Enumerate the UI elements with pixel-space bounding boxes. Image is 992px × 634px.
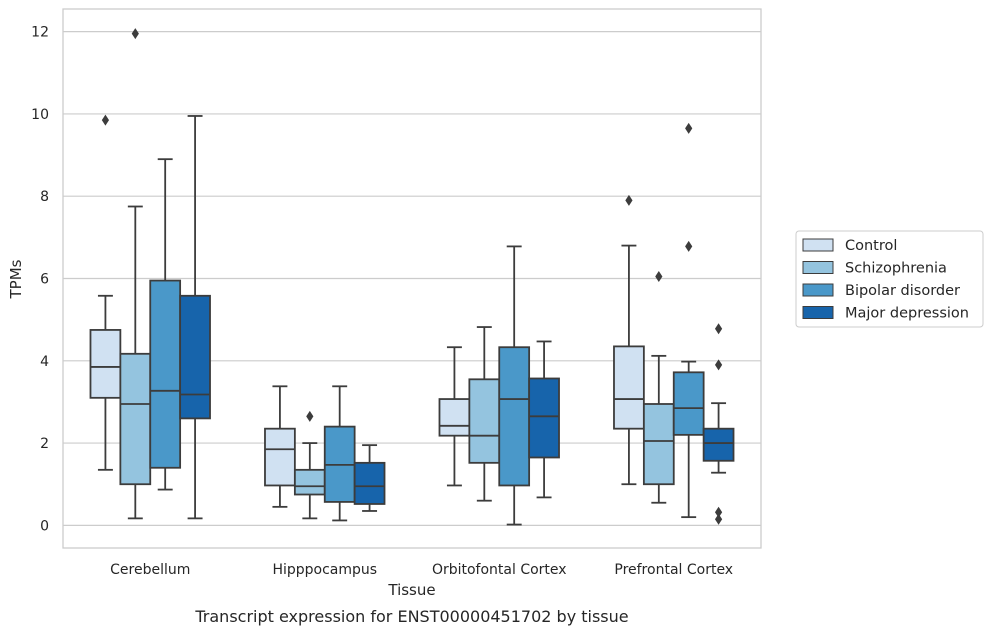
box xyxy=(149,279,182,469)
box xyxy=(438,398,471,437)
x-tick-label: Orbitofontal Cortex xyxy=(432,562,567,578)
box xyxy=(353,461,386,505)
y-tick-label: 8 xyxy=(40,189,49,205)
box xyxy=(89,329,122,399)
legend-swatch xyxy=(802,306,834,319)
legend-frame xyxy=(795,230,984,328)
box xyxy=(642,403,675,486)
plot-frame xyxy=(62,8,762,549)
box xyxy=(293,468,326,496)
outlier-point xyxy=(685,122,693,134)
outlier-point xyxy=(714,513,723,525)
outlier-point xyxy=(625,194,633,206)
outlier-point xyxy=(714,506,723,518)
legend-swatch xyxy=(802,238,834,252)
series-major-depression xyxy=(179,115,735,525)
box xyxy=(528,377,560,459)
legend-label: Control xyxy=(845,238,897,254)
legend-label: Schizophrenia xyxy=(845,261,947,277)
box xyxy=(498,346,531,487)
y-axis-title: TPMs xyxy=(7,259,25,299)
legend-swatch xyxy=(802,283,834,297)
y-tick-label: 2 xyxy=(40,436,49,452)
y-tick-label: 4 xyxy=(40,354,49,370)
box-series-group xyxy=(89,28,735,526)
series-schizophrenia xyxy=(119,28,675,520)
outlier-point xyxy=(714,323,723,335)
x-tick-label: Cerebellum xyxy=(110,562,190,578)
y-axis-ticks: 0 2 4 6 8 10 12 xyxy=(31,25,49,535)
box xyxy=(613,345,645,430)
outlier-point xyxy=(685,240,693,252)
outlier-point xyxy=(101,114,110,126)
y-tick-label: 6 xyxy=(40,272,49,288)
legend-label: Major depression xyxy=(845,306,969,322)
chart-caption: Transcript expression for ENST0000045170… xyxy=(194,607,628,626)
x-axis-ticks: Cerebellum Hipppocampus Orbitofontal Corte… xyxy=(110,562,733,578)
box xyxy=(119,352,152,486)
y-tick-label: 0 xyxy=(40,518,49,534)
series-bipolar-disorder xyxy=(149,122,705,526)
x-axis-title: Tissue xyxy=(387,581,435,599)
box xyxy=(672,371,705,436)
box xyxy=(179,294,211,420)
outlier-point xyxy=(306,410,314,422)
legend: Control Schizophrenia Bipolar disorder Majo… xyxy=(795,230,984,328)
legend-swatch xyxy=(802,261,834,274)
legend-label: Bipolar disorder xyxy=(845,283,960,299)
box xyxy=(264,427,296,487)
x-tick-label: Prefrontal Cortex xyxy=(614,562,733,578)
y-tick-label: 10 xyxy=(31,107,49,123)
outlier-point xyxy=(131,28,139,40)
outlier-point xyxy=(714,359,723,371)
box xyxy=(702,427,735,462)
outlier-point xyxy=(655,270,663,282)
y-tick-label: 12 xyxy=(31,25,49,41)
x-tick-label: Hipppocampus xyxy=(272,562,377,578)
box xyxy=(468,378,501,464)
